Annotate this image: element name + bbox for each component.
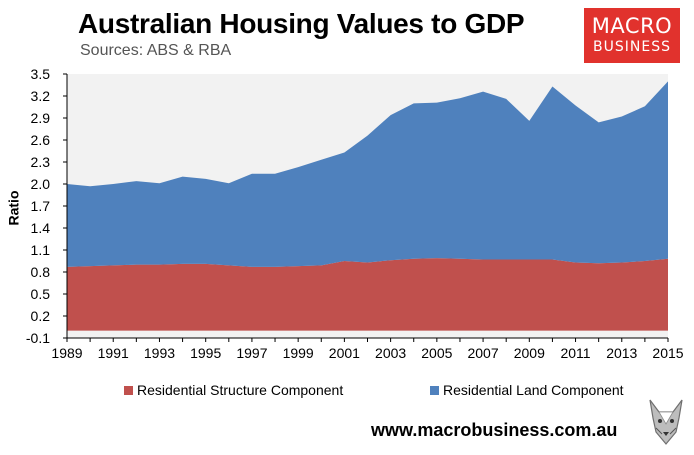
x-tick-label: 2009	[514, 345, 545, 361]
y-tick-label: 2.9	[31, 110, 51, 126]
x-tick-label: 2007	[467, 345, 498, 361]
x-tick-label: 1999	[283, 345, 314, 361]
x-tick-label: 2003	[375, 345, 406, 361]
y-tick-label: 1.7	[31, 198, 51, 214]
logo-line-1: MACRO	[591, 14, 673, 38]
wolf-logo-icon	[649, 399, 683, 445]
y-tick-label: 1.1	[31, 242, 51, 258]
x-tick-label: 1993	[144, 345, 175, 361]
y-tick-label: 2.0	[31, 176, 51, 192]
x-tick-label: 2011	[560, 345, 590, 361]
y-tick-label: 1.4	[31, 220, 51, 236]
legend-label-land: Residential Land Component	[443, 382, 624, 398]
y-tick-label: 2.3	[31, 154, 51, 170]
legend-swatch-structure	[124, 385, 133, 395]
y-tick-label: 0.8	[31, 264, 51, 280]
legend-label-structure: Residential Structure Component	[137, 382, 344, 398]
chart-title: Australian Housing Values to GDP	[78, 8, 525, 39]
legend-swatch-land	[430, 385, 439, 395]
x-tick-label: 1991	[98, 345, 129, 361]
x-tick-label: 1995	[190, 345, 221, 361]
website-url: www.macrobusiness.com.au	[371, 420, 618, 440]
x-tick-label: 2005	[421, 345, 452, 361]
legend-item-structure: Residential Structure Component	[124, 382, 343, 398]
chart-subtitle: Sources: ABS & RBA	[80, 42, 232, 59]
macrobusiness-logo: MACRO BUSINESS	[584, 8, 680, 63]
x-tick-label: 1997	[236, 345, 267, 361]
y-tick-label: 0.5	[31, 286, 51, 302]
y-tick-label: 2.6	[31, 132, 51, 148]
legend-item-land: Residential Land Component	[430, 382, 624, 398]
series-area-land	[67, 81, 668, 267]
logo-line-2: BUSINESS	[593, 39, 671, 55]
y-tick-label: 3.2	[31, 88, 51, 104]
x-tick-label: 2013	[606, 345, 637, 361]
y-tick-label: 3.5	[31, 66, 51, 82]
x-tick-label: 2015	[652, 345, 683, 361]
area-chart: -0.1 0.2 0.5 0.8 1.1 1.4 1.7 2.0 2.3 2.6 2.9 3.2 3.5…	[26, 66, 684, 361]
x-tick-label: 1989	[51, 345, 82, 361]
x-tick-label: 2001	[329, 345, 360, 361]
y-tick-label: 0.2	[31, 308, 51, 324]
y-tick-label: -0.1	[26, 330, 50, 346]
series-area-structure	[67, 258, 668, 331]
